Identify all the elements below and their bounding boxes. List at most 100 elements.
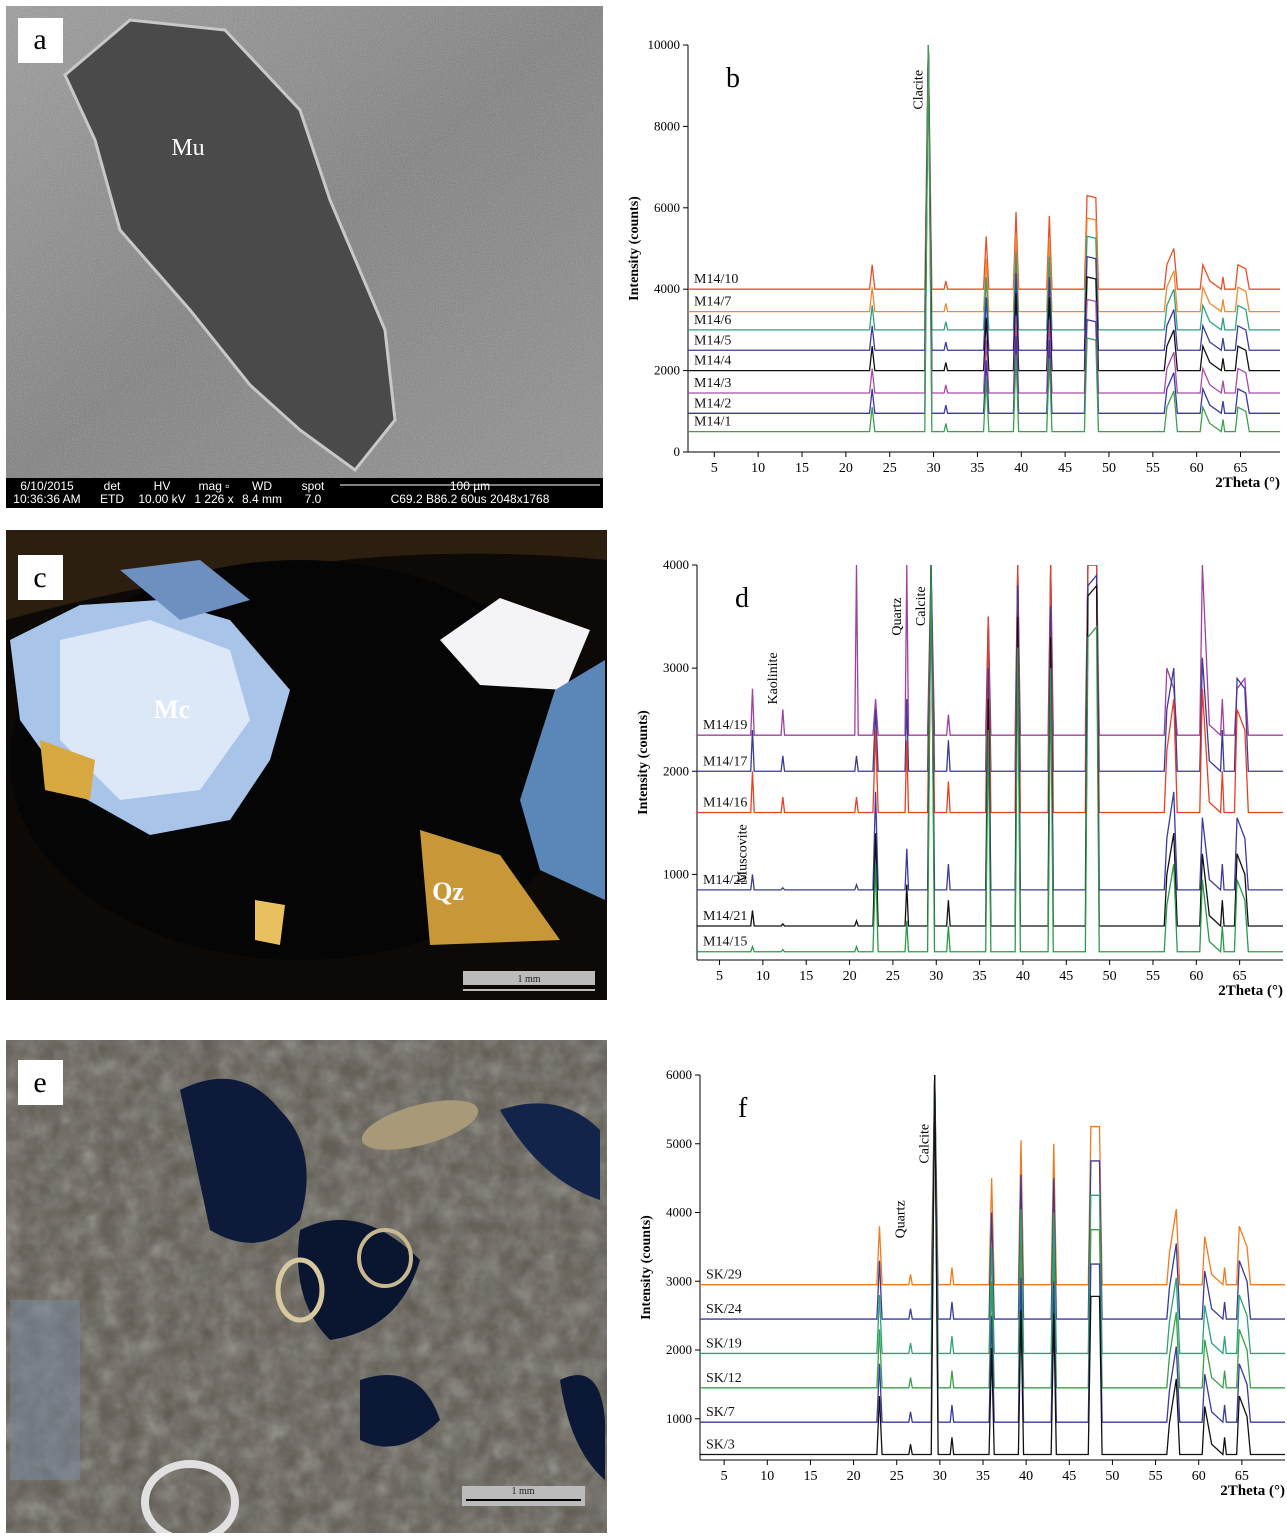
y-tick-label: 6000 <box>654 200 680 215</box>
chart: 1000 2000 3000 4000 5 10 15 20 25 30 35 40 45 50 55 60 6… <box>636 557 1283 999</box>
series-label: M14/22 <box>703 873 747 888</box>
mineral-label: Qz <box>432 877 464 906</box>
y-tick-label: 2000 <box>654 363 680 378</box>
series-label: M14/4 <box>694 354 731 369</box>
x-tick-label: 5 <box>721 1469 728 1484</box>
x-axis-label: 2Theta (°) <box>1218 983 1283 999</box>
info-text: 1 226 x <box>194 492 233 506</box>
series-label: M14/5 <box>694 333 731 348</box>
series-label: M14/16 <box>703 796 747 811</box>
x-tick-label: 45 <box>1062 1469 1076 1484</box>
mineral <box>520 660 605 900</box>
microcline-twins <box>60 620 250 800</box>
x-tick-label: 40 <box>1016 969 1030 984</box>
panel-label: a <box>33 23 46 56</box>
series-label: SK/7 <box>706 1405 735 1420</box>
y-tick-label: 4000 <box>654 281 680 296</box>
mineral <box>440 598 590 690</box>
y-axis-label: Intensity (counts) <box>639 1215 654 1320</box>
panel-label-box <box>18 1060 63 1105</box>
x-tick-label: 40 <box>1019 1469 1033 1484</box>
x-tick-label: 25 <box>883 461 897 476</box>
series-line <box>688 45 1280 291</box>
x-tick-label: 20 <box>843 969 857 984</box>
info-text: 10.00 kV <box>138 492 185 506</box>
info-text: 7.0 <box>305 492 322 506</box>
series-label: M14/1 <box>694 415 731 430</box>
x-tick-label: 5 <box>711 461 718 476</box>
info-text: spot <box>302 479 325 493</box>
pore <box>180 1078 307 1243</box>
pore <box>298 1220 420 1340</box>
x-tick-label: 60 <box>1190 461 1204 476</box>
chart: 0 2000 4000 6000 8000 10000 5 10 15 20 25 30 35 40 45 5… <box>627 37 1280 491</box>
y-tick-label: 2000 <box>666 1342 692 1357</box>
x-tick-label: 20 <box>839 461 853 476</box>
y-tick-label: 6000 <box>666 1067 692 1082</box>
x-tick-label: 15 <box>795 461 809 476</box>
panel-c: c Mc Qz 1 mm <box>6 530 607 1000</box>
panel-label: e <box>33 1066 46 1099</box>
series-line <box>688 45 1280 433</box>
x-tick-label: 55 <box>1146 461 1160 476</box>
panel-label: f <box>738 1093 748 1124</box>
series-label: SK/19 <box>706 1336 742 1351</box>
series-line <box>700 1075 1285 1321</box>
chart: 1000 2000 3000 4000 5000 6000 5 10 15 20 25 30 35 40 4… <box>639 1067 1285 1499</box>
x-tick-label: 20 <box>847 1469 861 1484</box>
series-line <box>700 1075 1285 1424</box>
info-text: 6/10/2015 <box>20 479 74 493</box>
mineral-label: Mu <box>171 135 204 161</box>
series-line <box>697 565 1283 773</box>
bioclast <box>275 1257 325 1323</box>
x-tick-label: 40 <box>1014 461 1028 476</box>
info-text: HV <box>154 479 171 493</box>
y-axis-label: Intensity (counts) <box>636 710 651 815</box>
x-tick-label: 25 <box>886 969 900 984</box>
y-tick-label: 10000 <box>648 37 681 52</box>
y-tick-label: 2000 <box>663 763 689 778</box>
series-line <box>697 565 1283 737</box>
pore <box>560 1375 605 1480</box>
x-tick-label: 10 <box>756 969 770 984</box>
x-tick-label: 30 <box>927 461 941 476</box>
series-label: M14/19 <box>703 718 747 733</box>
matrix <box>6 530 607 620</box>
series-label: SK/29 <box>706 1268 742 1283</box>
peak-annotation: Kaolinite <box>766 652 781 704</box>
y-tick-label: 5000 <box>666 1136 692 1151</box>
y-tick-label: 1000 <box>666 1411 692 1426</box>
series-label: SK/12 <box>706 1371 742 1386</box>
mineral-label: Mc <box>154 695 190 724</box>
peak-annotation: Clacite <box>911 70 926 110</box>
x-tick-label: 30 <box>933 1469 947 1484</box>
info-text: C69.2 B86.2 60us 2048x1768 <box>391 492 550 506</box>
series-line <box>688 45 1280 372</box>
bioclast <box>141 1460 239 1538</box>
x-axis-label: 2Theta (°) <box>1220 1483 1285 1499</box>
y-tick-label: 3000 <box>666 1273 692 1288</box>
info-bar-bg <box>6 478 603 508</box>
panel-label: d <box>735 583 749 614</box>
x-tick-label: 10 <box>751 461 765 476</box>
panel-label-box <box>18 555 63 600</box>
x-axis-label: 2Theta (°) <box>1215 475 1280 491</box>
x-tick-label: 45 <box>1059 969 1073 984</box>
pore <box>500 1103 600 1200</box>
series-line <box>697 565 1283 954</box>
x-tick-label: 50 <box>1103 969 1117 984</box>
series-line <box>688 45 1280 352</box>
y-tick-label: 0 <box>674 444 681 459</box>
series-line <box>697 565 1283 928</box>
y-tick-label: 8000 <box>654 118 680 133</box>
y-tick-label: 4000 <box>663 557 689 572</box>
panel-a: a Mu 6/10/2015 det HV mag ▫ WD spot 100 … <box>6 6 603 508</box>
x-tick-label: 50 <box>1102 461 1116 476</box>
info-text: 100 µm <box>450 479 490 493</box>
series-line <box>700 1075 1285 1456</box>
series-label: M14/17 <box>703 754 747 769</box>
pore <box>360 1375 440 1447</box>
series-label: M14/7 <box>694 295 731 310</box>
bioclast <box>357 1228 413 1288</box>
